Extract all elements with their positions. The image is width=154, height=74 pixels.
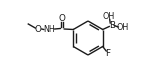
Text: O: O: [35, 24, 42, 34]
Text: OH: OH: [103, 12, 115, 21]
Text: OH: OH: [117, 23, 129, 32]
Text: NH: NH: [43, 25, 55, 34]
Text: O: O: [59, 14, 66, 23]
Text: B: B: [109, 21, 115, 30]
Text: F: F: [105, 49, 110, 58]
